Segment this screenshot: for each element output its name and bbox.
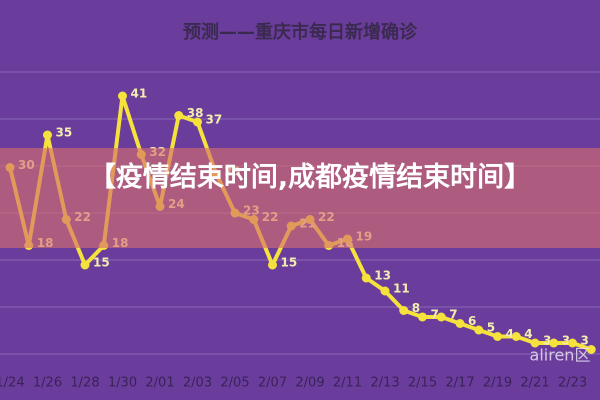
value-label: 15: [281, 256, 298, 270]
value-label: 3: [562, 334, 570, 348]
watermark: aliren区: [530, 346, 591, 365]
plot: 1/24 1/26 1/28 1/30 2/01 2/03 2/05 2/07 2/09 2/11…: [0, 87, 600, 391]
point: [418, 312, 427, 322]
point: [174, 111, 184, 120]
chart-title: 预测——重庆市每日新增确诊: [183, 21, 418, 43]
point: [530, 338, 540, 348]
point: [493, 332, 502, 341]
point: [568, 338, 577, 348]
value-label: 37: [206, 113, 223, 127]
x-tick-label: 2/05: [220, 376, 249, 391]
value-label: 7: [449, 308, 457, 322]
point: [474, 325, 484, 335]
x-tick-label: 2/09: [295, 376, 324, 391]
x-tick-label: 2/07: [258, 376, 287, 391]
x-tick-label: 2/19: [483, 376, 512, 391]
point: [399, 306, 409, 315]
x-tick-label: 1/26: [33, 376, 62, 391]
x-tick-label: 2/01: [145, 376, 174, 391]
value-label: 8: [412, 301, 420, 315]
x-tick-label: 2/13: [370, 376, 399, 391]
point: [43, 130, 52, 140]
banner-band: [0, 148, 600, 248]
point: [118, 91, 127, 101]
point: [268, 260, 277, 270]
x-tick-label: 2/03: [183, 376, 212, 391]
value-label: 13: [374, 269, 391, 283]
value-label: 5: [487, 321, 495, 335]
x-tick-label: 2/15: [408, 376, 437, 391]
point: [80, 260, 90, 270]
point: [380, 286, 390, 296]
value-label: 41: [131, 87, 148, 101]
x-tick-label: 1/28: [70, 376, 99, 391]
x-tick-label: 1/24: [0, 376, 25, 391]
value-label: 15: [93, 256, 110, 270]
x-tick-label: 2/21: [520, 376, 549, 391]
value-label: 38: [187, 106, 204, 120]
point: [586, 345, 596, 354]
value-label: 35: [56, 126, 73, 140]
x-tick-label: 1/30: [108, 376, 137, 391]
point: [549, 338, 559, 348]
point: [193, 117, 202, 127]
value-label: 3: [581, 334, 589, 348]
point: [361, 273, 371, 283]
point: [511, 332, 521, 341]
point: [436, 312, 446, 322]
point: [455, 319, 465, 328]
x-tick-label: 2/11: [333, 376, 362, 391]
x-tick-label: 2/17: [445, 376, 474, 391]
value-label: 4: [506, 327, 514, 341]
x-tick-label: 2/23: [558, 376, 587, 391]
value-label: 4: [524, 327, 532, 341]
value-label: 7: [431, 308, 439, 322]
banner: 【疫情结束时间,成都疫情结束时间】: [88, 162, 532, 193]
value-label: 6: [468, 314, 476, 328]
banner-box: 【疫情结束时间,成都疫情结束时间】: [88, 162, 532, 193]
value-label: 3: [543, 334, 551, 348]
value-label: 11: [393, 282, 410, 296]
